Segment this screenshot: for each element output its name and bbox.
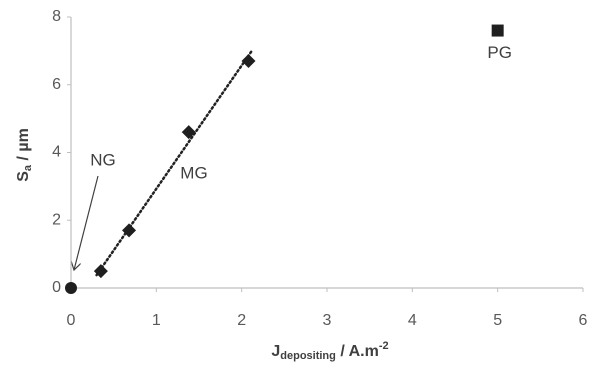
x-tick-label: 2 xyxy=(237,312,246,329)
point xyxy=(491,24,504,37)
x-title-sup: -2 xyxy=(379,340,389,352)
x-tick-label: 0 xyxy=(67,312,76,329)
series-label: MG xyxy=(180,163,207,182)
y-title-rest: / µm xyxy=(15,128,32,165)
x-title-sub: depositing xyxy=(280,350,336,362)
x-axis-title: Jdepositing / A.m-2 xyxy=(271,340,388,362)
x-tick-label: 1 xyxy=(152,312,161,329)
x-tick-label: 6 xyxy=(579,312,588,329)
point xyxy=(65,282,77,294)
x-tick-label: 5 xyxy=(493,312,502,329)
annotation-arrow xyxy=(74,175,99,270)
x-tick-label: 3 xyxy=(323,312,332,329)
series-label: PG xyxy=(487,43,512,62)
point xyxy=(93,264,108,279)
y-axis-title: Sa / µm xyxy=(15,128,34,182)
y-title-main: S xyxy=(15,171,32,182)
trendline xyxy=(95,48,255,277)
point xyxy=(181,125,196,140)
y-title-sub: a xyxy=(22,164,34,171)
y-tick-label: 0 xyxy=(52,279,61,296)
point xyxy=(122,223,137,238)
x-title-rest: / A.m xyxy=(336,343,379,360)
series-label: NG xyxy=(90,150,116,169)
y-tick-label: 6 xyxy=(52,76,61,93)
x-title-main: J xyxy=(271,343,280,360)
point xyxy=(241,54,256,69)
x-tick-label: 4 xyxy=(408,312,417,329)
y-tick-label: 2 xyxy=(52,211,61,228)
y-tick-label: 8 xyxy=(52,8,61,25)
y-tick-label: 4 xyxy=(52,144,61,161)
